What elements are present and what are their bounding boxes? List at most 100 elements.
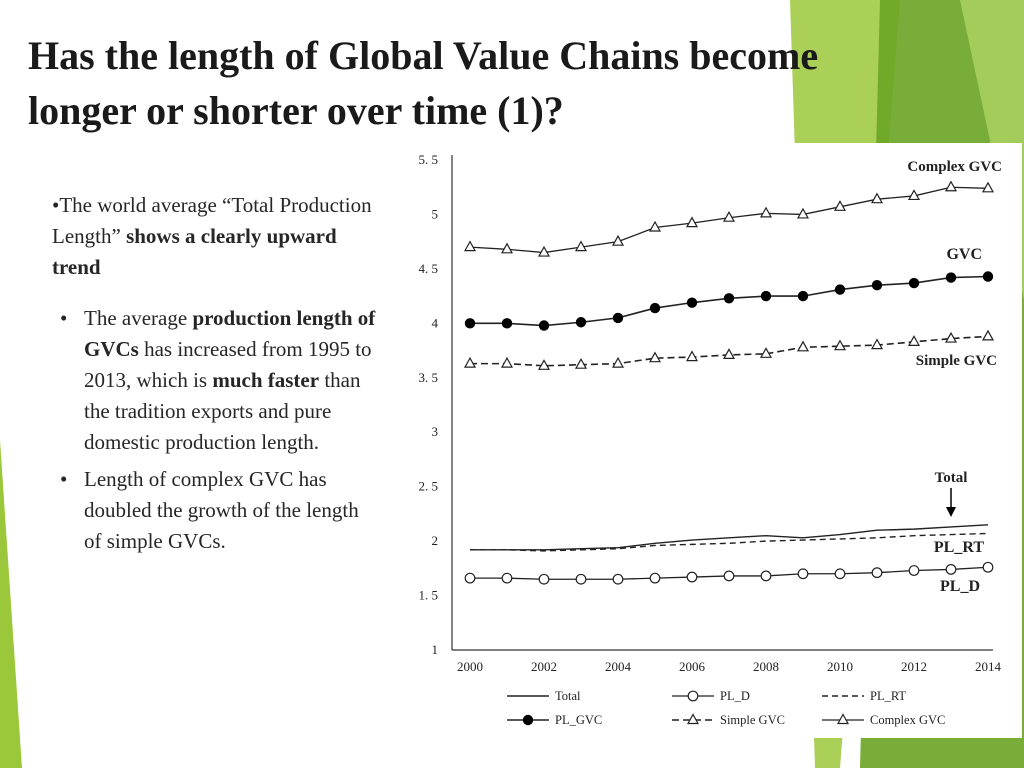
data-point-pl_gvc [538, 320, 550, 331]
x-tick-label: 2006 [679, 659, 706, 674]
data-point-complex [907, 189, 921, 201]
bullet-text-part: The average [84, 306, 193, 331]
data-point-pl_gvc [612, 312, 624, 324]
x-tick-label: 2004 [605, 659, 632, 674]
series-pl_rt [470, 532, 989, 552]
series-line-pl_rt [470, 532, 989, 552]
bullet-complex-gvc: • Length of complex GVC has doubled the … [48, 464, 378, 556]
y-tick-label: 3. 5 [419, 370, 439, 385]
data-point-simple [722, 348, 736, 360]
data-point-simple [870, 338, 884, 350]
data-point-pl_d [982, 561, 994, 573]
data-point-pl_d [723, 570, 735, 582]
data-point-simple [944, 331, 958, 343]
bullet-marker: • [60, 306, 68, 331]
data-point-complex [722, 210, 736, 222]
y-tick-label: 3 [432, 424, 439, 439]
data-point-simple [833, 339, 847, 351]
slide-title-line-2: longer or shorter over time (1)? [28, 88, 564, 133]
annotation-complex-gvc: Complex GVC [907, 159, 1002, 175]
legend-item-pl_gvc: PL_GVC [507, 713, 602, 727]
data-point-pl_gvc [834, 284, 846, 295]
y-tick-label: 2. 5 [419, 479, 439, 494]
data-point-complex [870, 192, 884, 204]
data-point-simple [574, 357, 588, 369]
data-point-complex [537, 245, 551, 257]
y-tick-label: 5. 5 [419, 152, 439, 167]
legend-item-pl_d: PL_D [672, 689, 750, 703]
y-tick-label: 4 [432, 315, 439, 330]
y-tick-label: 2 [432, 533, 439, 548]
data-point-pl_gvc [982, 271, 994, 282]
data-point-simple [648, 351, 662, 363]
x-tick-label: 2014 [975, 659, 1002, 674]
data-point-simple [611, 356, 625, 368]
data-point-complex [833, 200, 847, 211]
data-point-simple [537, 359, 551, 370]
data-point-complex [685, 216, 699, 228]
data-point-pl_d [538, 573, 550, 585]
data-point-pl_gvc [501, 318, 513, 329]
annotation-total: Total [935, 470, 968, 486]
slide-title-line-1: Has the length of Global Value Chains be… [28, 33, 819, 78]
chart-panel: 1 1. 5 2 2. 5 3 3. 5 4 4. 5 5 5. 5 2000 2002 2004 200… [402, 143, 1022, 738]
legend-label-total: Total [555, 689, 581, 703]
data-point-complex [759, 206, 773, 218]
series-simple [463, 329, 995, 370]
bullet-gvc-length-text: The average production length of GVCs ha… [80, 303, 378, 457]
data-point-pl_gvc [871, 280, 883, 291]
data-point-pl_d [612, 573, 624, 585]
data-point-complex [648, 220, 662, 232]
bullet-total-production: •The world average “Total Production Len… [52, 190, 378, 282]
data-point-simple [759, 347, 773, 358]
x-tick-label: 2008 [753, 659, 779, 674]
data-point-complex [463, 240, 477, 252]
data-point-simple [685, 350, 699, 362]
data-point-pl_gvc [797, 290, 809, 302]
data-point-pl_gvc [723, 293, 735, 304]
data-point-pl_d [908, 565, 920, 576]
data-point-pl_gvc [760, 290, 772, 302]
data-point-pl_gvc [575, 317, 587, 328]
legend-marker-pl_gvc [522, 714, 534, 726]
legend-label-pl_rt: PL_RT [870, 689, 906, 703]
data-point-complex [981, 181, 995, 193]
bullet-total-production-emphasis: shows a clearly upward trend [52, 223, 337, 279]
series-line-total [470, 524, 989, 551]
legend-label-complex: Complex GVC [870, 713, 945, 727]
legend-label-pl_gvc: PL_GVC [555, 713, 602, 727]
x-tick-label: 2002 [531, 659, 557, 674]
data-point-complex [611, 234, 625, 246]
data-point-pl_d [686, 571, 698, 583]
bullet-gvc-length: • The average production length of GVCs … [48, 303, 378, 457]
x-tick-label: 2012 [901, 659, 927, 674]
data-point-pl_gvc [464, 318, 476, 329]
legend-item-total: Total [507, 689, 581, 703]
data-point-pl_d [834, 568, 846, 580]
data-point-pl_d [797, 568, 809, 580]
y-tick-label: 5 [432, 206, 439, 221]
legend-item-pl_rt: PL_RT [822, 689, 906, 703]
data-point-complex [574, 240, 588, 252]
decor-green-stripe-left [0, 440, 22, 768]
data-point-pl_gvc [908, 277, 920, 289]
data-point-pl_d [501, 572, 513, 584]
gvc-length-line-chart: 1 1. 5 2 2. 5 3 3. 5 4 4. 5 5 5. 5 2000 2002 2004 200… [419, 152, 1003, 727]
bullet-complex-gvc-text: Length of complex GVC has doubled the gr… [84, 467, 359, 553]
bullet-marker: • [60, 467, 68, 492]
legend-label-pl_d: PL_D [720, 689, 750, 703]
data-point-pl_gvc [686, 297, 698, 308]
data-point-pl_d [649, 572, 661, 584]
data-point-pl_d [760, 570, 772, 582]
series-pl_gvc [464, 271, 994, 331]
data-point-simple [907, 335, 921, 346]
data-point-complex [944, 180, 958, 192]
series-complex [463, 180, 995, 257]
legend-marker-pl_d [687, 690, 699, 702]
bullet-text-part: than the tradition exports and pure dome… [84, 367, 361, 454]
data-point-complex [796, 207, 810, 219]
series-pl_d [464, 561, 994, 585]
bullet-emphasis: production length of GVCs [84, 306, 376, 362]
legend-marker-simple [686, 713, 700, 725]
series-total [470, 524, 989, 551]
